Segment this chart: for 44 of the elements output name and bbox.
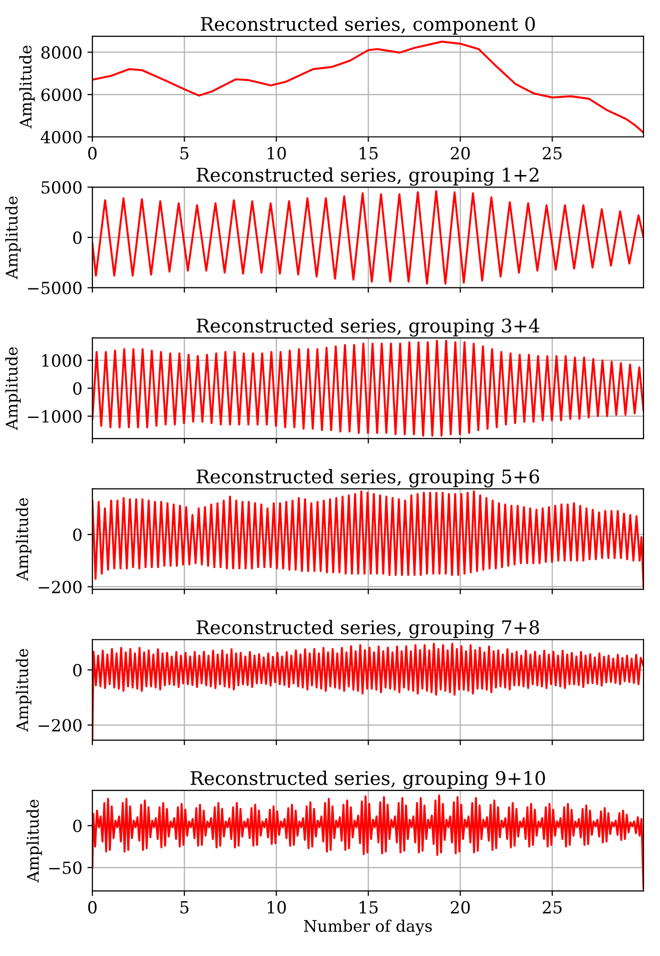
- y-tick-label: 4000: [40, 130, 82, 144]
- x-tick-label: 25: [542, 901, 562, 914]
- x-tick-label: 0: [88, 146, 97, 160]
- y-tick-label: −200: [38, 718, 82, 732]
- y-tick-label: 8000: [41, 46, 82, 59]
- x-tick-label: 20: [450, 146, 470, 160]
- y-tick-label: 6000: [41, 88, 82, 102]
- chart-title: Reconstructed series, component 0: [200, 16, 535, 35]
- y-axis-title: Amplitude: [26, 800, 42, 883]
- chart-title: Reconstructed series, grouping 1+2: [196, 167, 538, 186]
- line-series: [92, 340, 644, 437]
- y-tick-label: 0: [73, 664, 82, 676]
- y-axis-title: Amplitude: [16, 498, 32, 581]
- chart-title: Reconstructed series, grouping 3+4: [196, 318, 540, 337]
- y-tick-label: −1000: [28, 410, 82, 423]
- y-tick-label: −200: [38, 580, 82, 594]
- line-series: [92, 190, 644, 285]
- y-axis-title: Amplitude: [5, 196, 21, 280]
- line-series: [92, 794, 644, 890]
- chart-title: Reconstructed series, grouping 9+10: [190, 770, 545, 790]
- y-tick-label: 0: [73, 382, 82, 395]
- y-tick-label: 1000: [42, 354, 82, 367]
- line-series: [92, 40, 644, 134]
- x-tick-label: 20: [450, 901, 470, 914]
- x-tick-label: 15: [360, 901, 378, 914]
- y-tick-label: 0: [73, 231, 82, 244]
- chart-title: Reconstructed series, grouping 7+8: [196, 620, 539, 638]
- x-tick-label: 25: [542, 146, 562, 160]
- chart-title: Reconstructed series, grouping 5+6: [196, 468, 540, 488]
- y-axis-title: Amplitude: [5, 347, 21, 430]
- y-tick-label: 0: [73, 528, 82, 542]
- y-axis-title: Amplitude: [16, 648, 32, 732]
- x-tick-label: 5: [180, 147, 188, 160]
- y-axis-title: Amplitude: [19, 46, 35, 128]
- x-tick-label: 0: [88, 901, 97, 914]
- x-axis-title: Number of days: [304, 920, 432, 936]
- x-tick-label: 10: [268, 901, 286, 914]
- y-tick-label: −50: [49, 861, 82, 874]
- x-tick-label: 10: [268, 146, 286, 160]
- x-tick-label: 15: [360, 146, 378, 160]
- x-tick-label: 5: [180, 901, 188, 914]
- y-tick-label: −5000: [28, 282, 82, 294]
- y-tick-label: 0: [73, 820, 82, 832]
- y-tick-label: 5000: [42, 181, 82, 194]
